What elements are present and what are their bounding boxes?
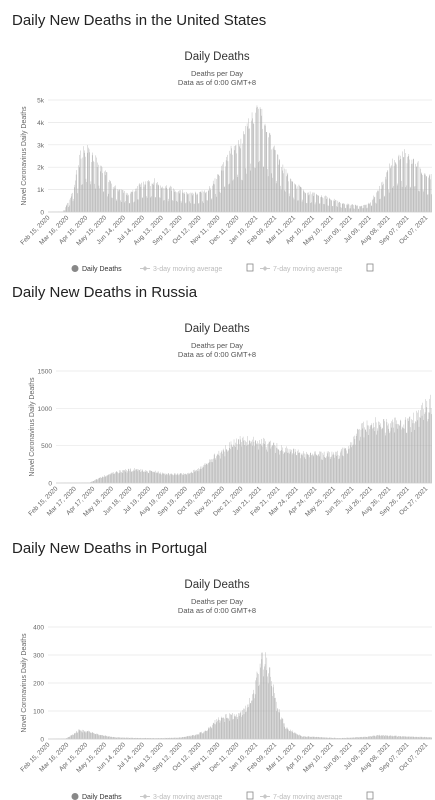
legend-label-3day: 3-day moving average bbox=[153, 266, 222, 273]
legend-label-daily: Daily Deaths bbox=[82, 794, 122, 800]
y-axis-label: Novel Coronavirus Daily Deaths bbox=[21, 106, 28, 206]
chart-subtitle-date: Data as of 0:00 GMT+8 bbox=[178, 350, 256, 359]
y-tick-label: 200 bbox=[33, 681, 44, 688]
y-tick-label: 1k bbox=[37, 187, 45, 194]
y-axis-label: Novel Coronavirus Daily Deaths bbox=[29, 377, 36, 477]
legend-checkbox-3day[interactable] bbox=[246, 263, 254, 272]
legend-label-7day: 7-day moving average bbox=[273, 794, 342, 800]
legend-label-7day: 7-day moving average bbox=[273, 266, 342, 273]
us-section-heading: Daily New Deaths in the United States bbox=[12, 12, 267, 29]
chart-title: Daily Deaths bbox=[184, 579, 249, 591]
y-tick-label: 5k bbox=[37, 98, 45, 105]
legend-label-3day: 3-day moving average bbox=[153, 794, 222, 800]
y-tick-label: 100 bbox=[33, 709, 44, 716]
portugal-section-heading: Daily New Deaths in Portugal bbox=[12, 540, 208, 557]
y-tick-label: 0 bbox=[40, 210, 44, 217]
chart-title: Daily Deaths bbox=[184, 51, 249, 63]
legend-checkbox-7day[interactable] bbox=[366, 791, 374, 800]
legend-diamond-icon bbox=[142, 794, 148, 799]
chart-subtitle-date: Data as of 0:00 GMT+8 bbox=[178, 606, 256, 615]
chart-subtitle: Deaths per Day bbox=[191, 69, 243, 78]
y-tick-label: 0 bbox=[40, 737, 44, 744]
y-tick-label: 1000 bbox=[38, 406, 53, 413]
chart-subtitle: Deaths per Day bbox=[191, 597, 243, 606]
y-axis-label: Novel Coronavirus Daily Deaths bbox=[21, 633, 28, 733]
russia-section-heading: Daily New Deaths in Russia bbox=[12, 284, 198, 301]
y-tick-label: 0 bbox=[48, 481, 52, 488]
legend-marker-daily[interactable] bbox=[71, 265, 79, 272]
legend-checkbox-3day[interactable] bbox=[246, 791, 254, 800]
legend-label-daily: Daily Deaths bbox=[82, 266, 122, 273]
y-tick-label: 4k bbox=[37, 120, 45, 127]
legend-diamond-icon bbox=[142, 266, 148, 271]
chart-subtitle-date: Data as of 0:00 GMT+8 bbox=[178, 78, 256, 87]
y-tick-label: 2k bbox=[37, 165, 45, 172]
y-tick-label: 400 bbox=[33, 625, 44, 632]
y-tick-label: 500 bbox=[41, 443, 52, 450]
y-tick-label: 3k bbox=[37, 142, 45, 149]
y-tick-label: 300 bbox=[33, 653, 44, 660]
legend-checkbox-7day[interactable] bbox=[366, 263, 374, 272]
y-tick-label: 1500 bbox=[38, 369, 53, 376]
legend-diamond-icon bbox=[262, 794, 268, 799]
chart-title: Daily Deaths bbox=[184, 323, 249, 335]
legend-diamond-icon bbox=[262, 266, 268, 271]
chart-subtitle: Deaths per Day bbox=[191, 341, 243, 350]
legend-marker-daily[interactable] bbox=[71, 793, 79, 800]
